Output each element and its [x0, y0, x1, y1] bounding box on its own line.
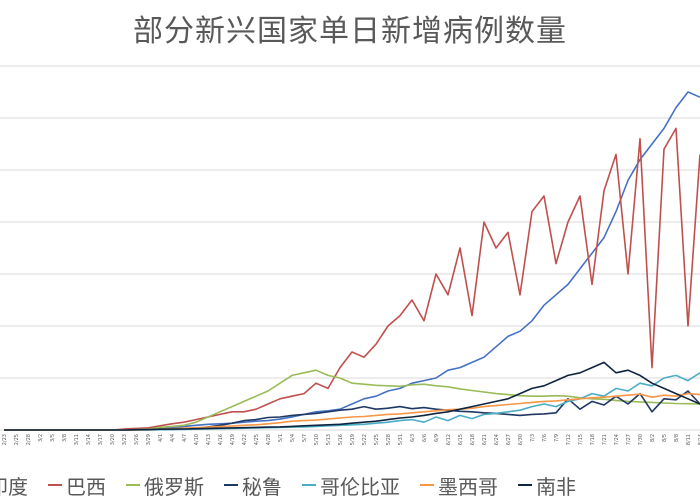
- legend-label: 南非: [536, 474, 576, 499]
- x-tick-label: 5/16: [338, 434, 344, 445]
- x-tick-label: 6/6: [422, 434, 428, 442]
- x-tick-label: 5/4: [290, 434, 296, 442]
- x-tick-label: 5/13: [326, 434, 332, 445]
- x-tick-label: 3/14: [86, 434, 92, 445]
- x-tick-label: 7/18: [590, 434, 596, 445]
- x-tick-label: 6/27: [506, 434, 512, 445]
- x-tick-label: 6/21: [482, 434, 488, 445]
- x-tick-label: 8/5: [662, 434, 668, 442]
- x-tick-label: 8/14: [698, 434, 700, 445]
- legend-swatch: [48, 484, 62, 486]
- x-tick-label: 4/22: [242, 434, 248, 445]
- x-tick-label: 4/13: [206, 434, 212, 445]
- x-tick-label: 7/24: [614, 434, 620, 445]
- x-tick-label: 6/3: [410, 434, 416, 442]
- x-tick-label: 4/7: [182, 434, 188, 442]
- x-tick-label: 5/1: [278, 434, 284, 442]
- x-tick-label: 5/19: [350, 434, 356, 445]
- x-tick-label: 4/25: [254, 434, 260, 445]
- legend-item: 哥伦比亚: [302, 471, 400, 500]
- x-tick-label: 8/11: [686, 434, 692, 445]
- legend-item: 秘鲁: [224, 471, 282, 500]
- x-tick-label: 6/18: [470, 434, 476, 445]
- legend-item: 墨西哥: [420, 471, 498, 500]
- legend-label: 哥伦比亚: [320, 474, 400, 499]
- chart-title: 部分新兴国家单日新增病例数量: [133, 14, 567, 49]
- legend-item: 俄罗斯: [126, 471, 204, 500]
- x-tick-label: 7/9: [554, 434, 560, 442]
- series-line-哥伦比亚: [4, 372, 700, 431]
- legend-label: 俄罗斯: [144, 474, 204, 499]
- x-tick-label: 7/21: [602, 434, 608, 445]
- x-tick-label: 7/30: [638, 434, 644, 445]
- x-tick-label: 4/16: [218, 434, 224, 445]
- x-tick-label: 3/17: [98, 434, 104, 445]
- x-tick-label: 2/25: [14, 434, 20, 445]
- x-tick-labels: 2/23 2/25 2/28 3/2 3/5 3/8 3/11 3/14 3/17 3/20 3/2…: [2, 434, 700, 445]
- x-tick-label: 7/27: [626, 434, 632, 445]
- series-line-南非: [4, 361, 700, 431]
- x-tick-label: 6/15: [458, 434, 464, 445]
- series-line-俄罗斯: [4, 369, 700, 431]
- x-tick-label: 4/4: [170, 434, 176, 442]
- x-tick-label: 3/8: [62, 434, 68, 442]
- legend-swatch: [302, 484, 316, 486]
- legend-swatch: [518, 484, 532, 486]
- x-tick-label: 3/29: [146, 434, 152, 445]
- x-tick-label: 5/22: [362, 434, 368, 445]
- x-tick-label: 3/20: [110, 434, 116, 445]
- legend-swatch: [126, 484, 140, 486]
- legend-swatch: [420, 484, 434, 486]
- x-tick-label: 4/1: [158, 434, 164, 442]
- x-tick-label: 7/12: [566, 434, 572, 445]
- series-line-巴西: [4, 127, 700, 431]
- legend-swatch: [224, 484, 238, 486]
- x-tick-label: 4/10: [194, 434, 200, 445]
- legend-label: 印度: [0, 474, 28, 499]
- legend-item: 印度: [0, 471, 28, 500]
- legend-label: 墨西哥: [438, 474, 498, 499]
- x-tick-label: 8/2: [650, 434, 656, 442]
- x-tick-label: 3/23: [122, 434, 128, 445]
- legend-item: 巴西: [48, 471, 106, 500]
- x-tick-label: 2/23: [2, 434, 8, 445]
- x-tick-label: 6/24: [494, 434, 500, 445]
- x-tick-label: 7/6: [542, 434, 548, 442]
- x-tick-label: 5/28: [386, 434, 392, 445]
- legend-label: 巴西: [66, 474, 106, 499]
- x-tick-label: 6/9: [434, 434, 440, 442]
- x-tick-label: 4/19: [230, 434, 236, 445]
- x-tick-label: 7/3: [530, 434, 536, 442]
- x-tick-label: 5/31: [398, 434, 404, 445]
- x-tick-label: 8/8: [674, 434, 680, 442]
- legend-item: 南非: [518, 471, 576, 500]
- legend-label: 秘鲁: [242, 474, 282, 499]
- x-tick-label: 5/7: [302, 434, 308, 442]
- x-tick-label: 6/12: [446, 434, 452, 445]
- x-tick-label: 2/28: [26, 434, 32, 445]
- x-tick-label: 6/30: [518, 434, 524, 445]
- x-tick-label: 3/5: [50, 434, 56, 442]
- series-lines: [4, 91, 700, 431]
- x-tick-label: 3/11: [74, 434, 80, 445]
- legend: 印度 巴西 俄罗斯 秘鲁 哥伦比亚 墨西哥 南非: [0, 470, 700, 500]
- x-tick-label: 5/10: [314, 434, 320, 445]
- x-tick-label: 4/28: [266, 434, 272, 445]
- x-tick-label: 3/26: [134, 434, 140, 445]
- x-tick-label: 7/15: [578, 434, 584, 445]
- x-tick-label: 3/2: [38, 434, 44, 442]
- x-tick-label: 5/25: [374, 434, 380, 445]
